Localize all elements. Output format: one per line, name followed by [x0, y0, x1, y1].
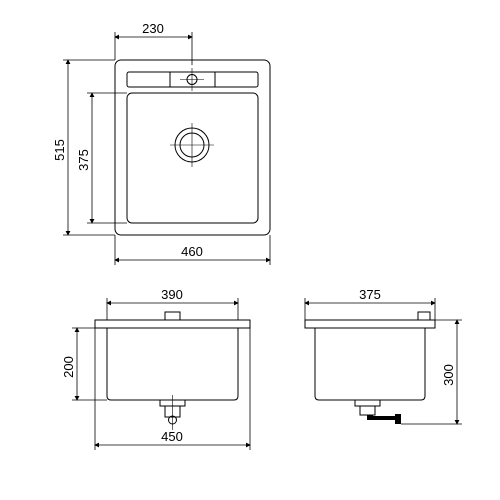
- faucet-stub: [165, 312, 180, 320]
- drain-flange: [355, 400, 380, 406]
- side-view-dimensions: 375 300: [305, 287, 462, 424]
- sink-bowl: [127, 93, 258, 223]
- dim-label: 390: [161, 287, 183, 302]
- side-view: [305, 312, 435, 424]
- top-view: [115, 60, 270, 235]
- top-view-dimensions: 230 460 515 375: [52, 21, 270, 265]
- drawing-canvas: 230 460 515 375 390: [0, 0, 500, 500]
- dim-label: 300: [441, 364, 456, 386]
- sink-outer: [115, 60, 270, 235]
- dim-label: 200: [61, 356, 76, 378]
- dim-label: 375: [359, 287, 381, 302]
- dim-label: 450: [161, 429, 183, 444]
- drain-body: [360, 406, 375, 415]
- dim-label: 375: [76, 149, 91, 171]
- dim-label: 515: [52, 139, 67, 161]
- dim-label: 230: [142, 21, 164, 36]
- front-view-dimensions: 390 200 450: [61, 287, 250, 450]
- sink-profile: [95, 320, 250, 400]
- front-view: [95, 312, 250, 430]
- sink-profile-side: [305, 320, 435, 400]
- faucet-stub: [418, 312, 430, 320]
- drain-pipe: [367, 414, 401, 424]
- dim-label: 460: [181, 244, 203, 259]
